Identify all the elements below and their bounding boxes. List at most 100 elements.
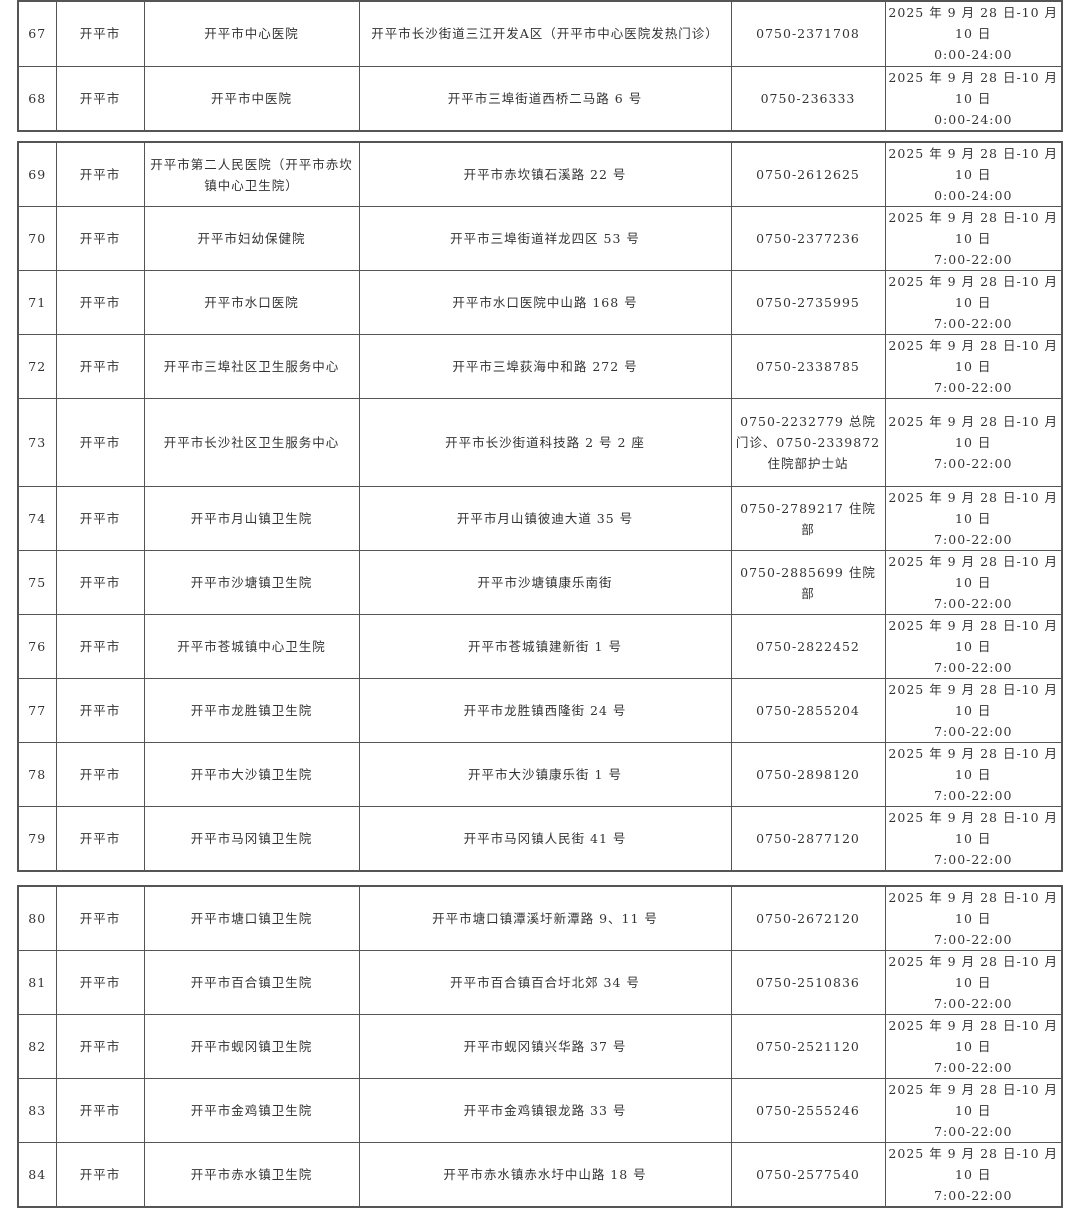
cell-phone: 0750-2789217 住院部	[730, 486, 886, 551]
table-row: 78 开平市 开平市大沙镇卫生院 开平市大沙镇康乐街 1 号 0750-2898120 2…	[17, 742, 1063, 807]
cell-address: 开平市大沙镇康乐街 1 号	[358, 742, 732, 807]
cell-phone: 0750-2338785	[730, 334, 886, 399]
hours: 7:00-22:00	[934, 660, 1013, 675]
hours: 7:00-22:00	[934, 252, 1013, 267]
cell-city: 开平市	[55, 65, 145, 131]
date-range: 2025 年 9 月 28 日-10 月 10 日	[888, 490, 1059, 526]
cell-no: 84	[17, 1142, 57, 1208]
table-row: 80 开平市 开平市塘口镇卫生院 开平市塘口镇潭溪圩新潭路 9、11 号 0750-26…	[17, 885, 1063, 951]
cell-name: 开平市中医院	[143, 65, 360, 131]
cell-phone: 0750-236333	[730, 65, 886, 131]
cell-phone: 0750-2612625	[730, 141, 886, 207]
cell-name: 开平市月山镇卫生院	[143, 486, 360, 551]
date-range: 2025 年 9 月 28 日-10 月 10 日	[888, 554, 1059, 590]
cell-address: 开平市塘口镇潭溪圩新潭路 9、11 号	[358, 885, 732, 951]
hours: 7:00-22:00	[934, 724, 1013, 739]
cell-address: 开平市水口医院中山路 168 号	[358, 270, 732, 335]
cell-service-time: 2025 年 9 月 28 日-10 月 10 日 7:00-22:00	[884, 1078, 1063, 1143]
table-row: 69 开平市 开平市第二人民医院（开平市赤坎镇中心卫生院） 开平市赤坎镇石溪路 22 …	[17, 141, 1063, 207]
cell-name: 开平市长沙社区卫生服务中心	[143, 398, 360, 487]
table-segment-3: 80 开平市 开平市塘口镇卫生院 开平市塘口镇潭溪圩新潭路 9、11 号 0750-26…	[17, 885, 1063, 1208]
cell-service-time: 2025 年 9 月 28 日-10 月 10 日 0:00-24:00	[884, 0, 1063, 67]
hours: 0:00-24:00	[934, 111, 1013, 127]
cell-phone: 0750-2735995	[730, 270, 886, 335]
date-range: 2025 年 9 月 28 日-10 月 10 日	[888, 1146, 1059, 1182]
cell-name: 开平市妇幼保健院	[143, 206, 360, 271]
cell-phone: 0750-2577540	[730, 1142, 886, 1208]
cell-no: 75	[17, 550, 57, 615]
date-range: 2025 年 9 月 28 日-10 月 10 日	[888, 810, 1059, 846]
table-row: 77 开平市 开平市龙胜镇卫生院 开平市龙胜镇西隆街 24 号 0750-2855204…	[17, 678, 1063, 743]
cell-address: 开平市金鸡镇银龙路 33 号	[358, 1078, 732, 1143]
cell-name: 开平市蚬冈镇卫生院	[143, 1014, 360, 1079]
cell-city: 开平市	[55, 885, 145, 951]
date-range: 2025 年 9 月 28 日-10 月 10 日	[888, 146, 1059, 182]
hours: 0:00-24:00	[934, 47, 1013, 63]
cell-phone: 0750-2822452	[730, 614, 886, 679]
date-range: 2025 年 9 月 28 日-10 月 10 日	[888, 210, 1059, 246]
cell-service-time: 2025 年 9 月 28 日-10 月 10 日 7:00-22:00	[884, 334, 1063, 399]
cell-phone: 0750-2555246	[730, 1078, 886, 1143]
table-row: 83 开平市 开平市金鸡镇卫生院 开平市金鸡镇银龙路 33 号 0750-2555246…	[17, 1078, 1063, 1143]
date-range: 2025 年 9 月 28 日-10 月 10 日	[888, 414, 1059, 450]
hours: 7:00-22:00	[934, 1124, 1013, 1139]
cell-service-time: 2025 年 9 月 28 日-10 月 10 日 7:00-22:00	[884, 742, 1063, 807]
cell-phone: 0750-2855204	[730, 678, 886, 743]
date-range: 2025 年 9 月 28 日-10 月 10 日	[888, 1018, 1059, 1054]
table-row: 79 开平市 开平市马冈镇卫生院 开平市马冈镇人民街 41 号 0750-2877120…	[17, 806, 1063, 872]
cell-city: 开平市	[55, 1014, 145, 1079]
cell-city: 开平市	[55, 950, 145, 1015]
cell-city: 开平市	[55, 398, 145, 487]
date-range: 2025 年 9 月 28 日-10 月 10 日	[888, 1082, 1059, 1118]
date-range: 2025 年 9 月 28 日-10 月 10 日	[888, 954, 1059, 990]
cell-phone: 0750-2672120	[730, 885, 886, 951]
table-segment-1: 67 开平市 开平市中心医院 开平市长沙街道三江开发A区（开平市中心医院发热门诊） 07…	[17, 0, 1063, 132]
hours: 7:00-22:00	[934, 932, 1013, 947]
date-range: 2025 年 9 月 28 日-10 月 10 日	[888, 5, 1059, 42]
cell-city: 开平市	[55, 0, 145, 67]
cell-no: 81	[17, 950, 57, 1015]
cell-address: 开平市三埠街道祥龙四区 53 号	[358, 206, 732, 271]
cell-no: 73	[17, 398, 57, 487]
cell-address: 开平市长沙街道三江开发A区（开平市中心医院发热门诊）	[358, 0, 732, 67]
cell-service-time: 2025 年 9 月 28 日-10 月 10 日 7:00-22:00	[884, 398, 1063, 487]
hours: 7:00-22:00	[934, 316, 1013, 331]
cell-service-time: 2025 年 9 月 28 日-10 月 10 日 7:00-22:00	[884, 550, 1063, 615]
cell-no: 83	[17, 1078, 57, 1143]
cell-name: 开平市第二人民医院（开平市赤坎镇中心卫生院）	[143, 141, 360, 207]
hours: 7:00-22:00	[934, 380, 1013, 395]
table-segment-2: 69 开平市 开平市第二人民医院（开平市赤坎镇中心卫生院） 开平市赤坎镇石溪路 22 …	[17, 141, 1063, 872]
table-row: 82 开平市 开平市蚬冈镇卫生院 开平市蚬冈镇兴华路 37 号 0750-2521120…	[17, 1014, 1063, 1079]
cell-city: 开平市	[55, 334, 145, 399]
table-row: 84 开平市 开平市赤水镇卫生院 开平市赤水镇赤水圩中山路 18 号 0750-2577…	[17, 1142, 1063, 1208]
cell-address: 开平市沙塘镇康乐南街	[358, 550, 732, 615]
cell-no: 70	[17, 206, 57, 271]
cell-city: 开平市	[55, 486, 145, 551]
cell-city: 开平市	[55, 141, 145, 207]
cell-address: 开平市赤水镇赤水圩中山路 18 号	[358, 1142, 732, 1208]
table-row: 68 开平市 开平市中医院 开平市三埠街道西桥二马路 6 号 0750-236333 20…	[17, 65, 1063, 131]
hours: 7:00-22:00	[934, 1060, 1013, 1075]
hours: 7:00-22:00	[934, 996, 1013, 1011]
cell-name: 开平市金鸡镇卫生院	[143, 1078, 360, 1143]
date-range: 2025 年 9 月 28 日-10 月 10 日	[888, 682, 1059, 718]
date-range: 2025 年 9 月 28 日-10 月 10 日	[888, 890, 1059, 926]
table-row: 70 开平市 开平市妇幼保健院 开平市三埠街道祥龙四区 53 号 0750-237723…	[17, 206, 1063, 271]
cell-no: 68	[17, 65, 57, 131]
table-row: 81 开平市 开平市百合镇卫生院 开平市百合镇百合圩北郊 34 号 0750-25108…	[17, 950, 1063, 1015]
table-row: 67 开平市 开平市中心医院 开平市长沙街道三江开发A区（开平市中心医院发热门诊） 07…	[17, 0, 1063, 67]
date-range: 2025 年 9 月 28 日-10 月 10 日	[888, 746, 1059, 782]
cell-service-time: 2025 年 9 月 28 日-10 月 10 日 7:00-22:00	[884, 885, 1063, 951]
cell-service-time: 2025 年 9 月 28 日-10 月 10 日 0:00-24:00	[884, 141, 1063, 207]
cell-service-time: 2025 年 9 月 28 日-10 月 10 日 7:00-22:00	[884, 950, 1063, 1015]
cell-name: 开平市大沙镇卫生院	[143, 742, 360, 807]
cell-city: 开平市	[55, 270, 145, 335]
cell-name: 开平市苍城镇中心卫生院	[143, 614, 360, 679]
cell-phone: 0750-2877120	[730, 806, 886, 872]
cell-service-time: 2025 年 9 月 28 日-10 月 10 日 7:00-22:00	[884, 486, 1063, 551]
cell-city: 开平市	[55, 614, 145, 679]
cell-no: 82	[17, 1014, 57, 1079]
hours: 7:00-22:00	[934, 532, 1013, 547]
cell-phone: 0750-2232779 总院门诊、0750-2339872 住院部护士站	[730, 398, 886, 487]
cell-address: 开平市月山镇彼迪大道 35 号	[358, 486, 732, 551]
